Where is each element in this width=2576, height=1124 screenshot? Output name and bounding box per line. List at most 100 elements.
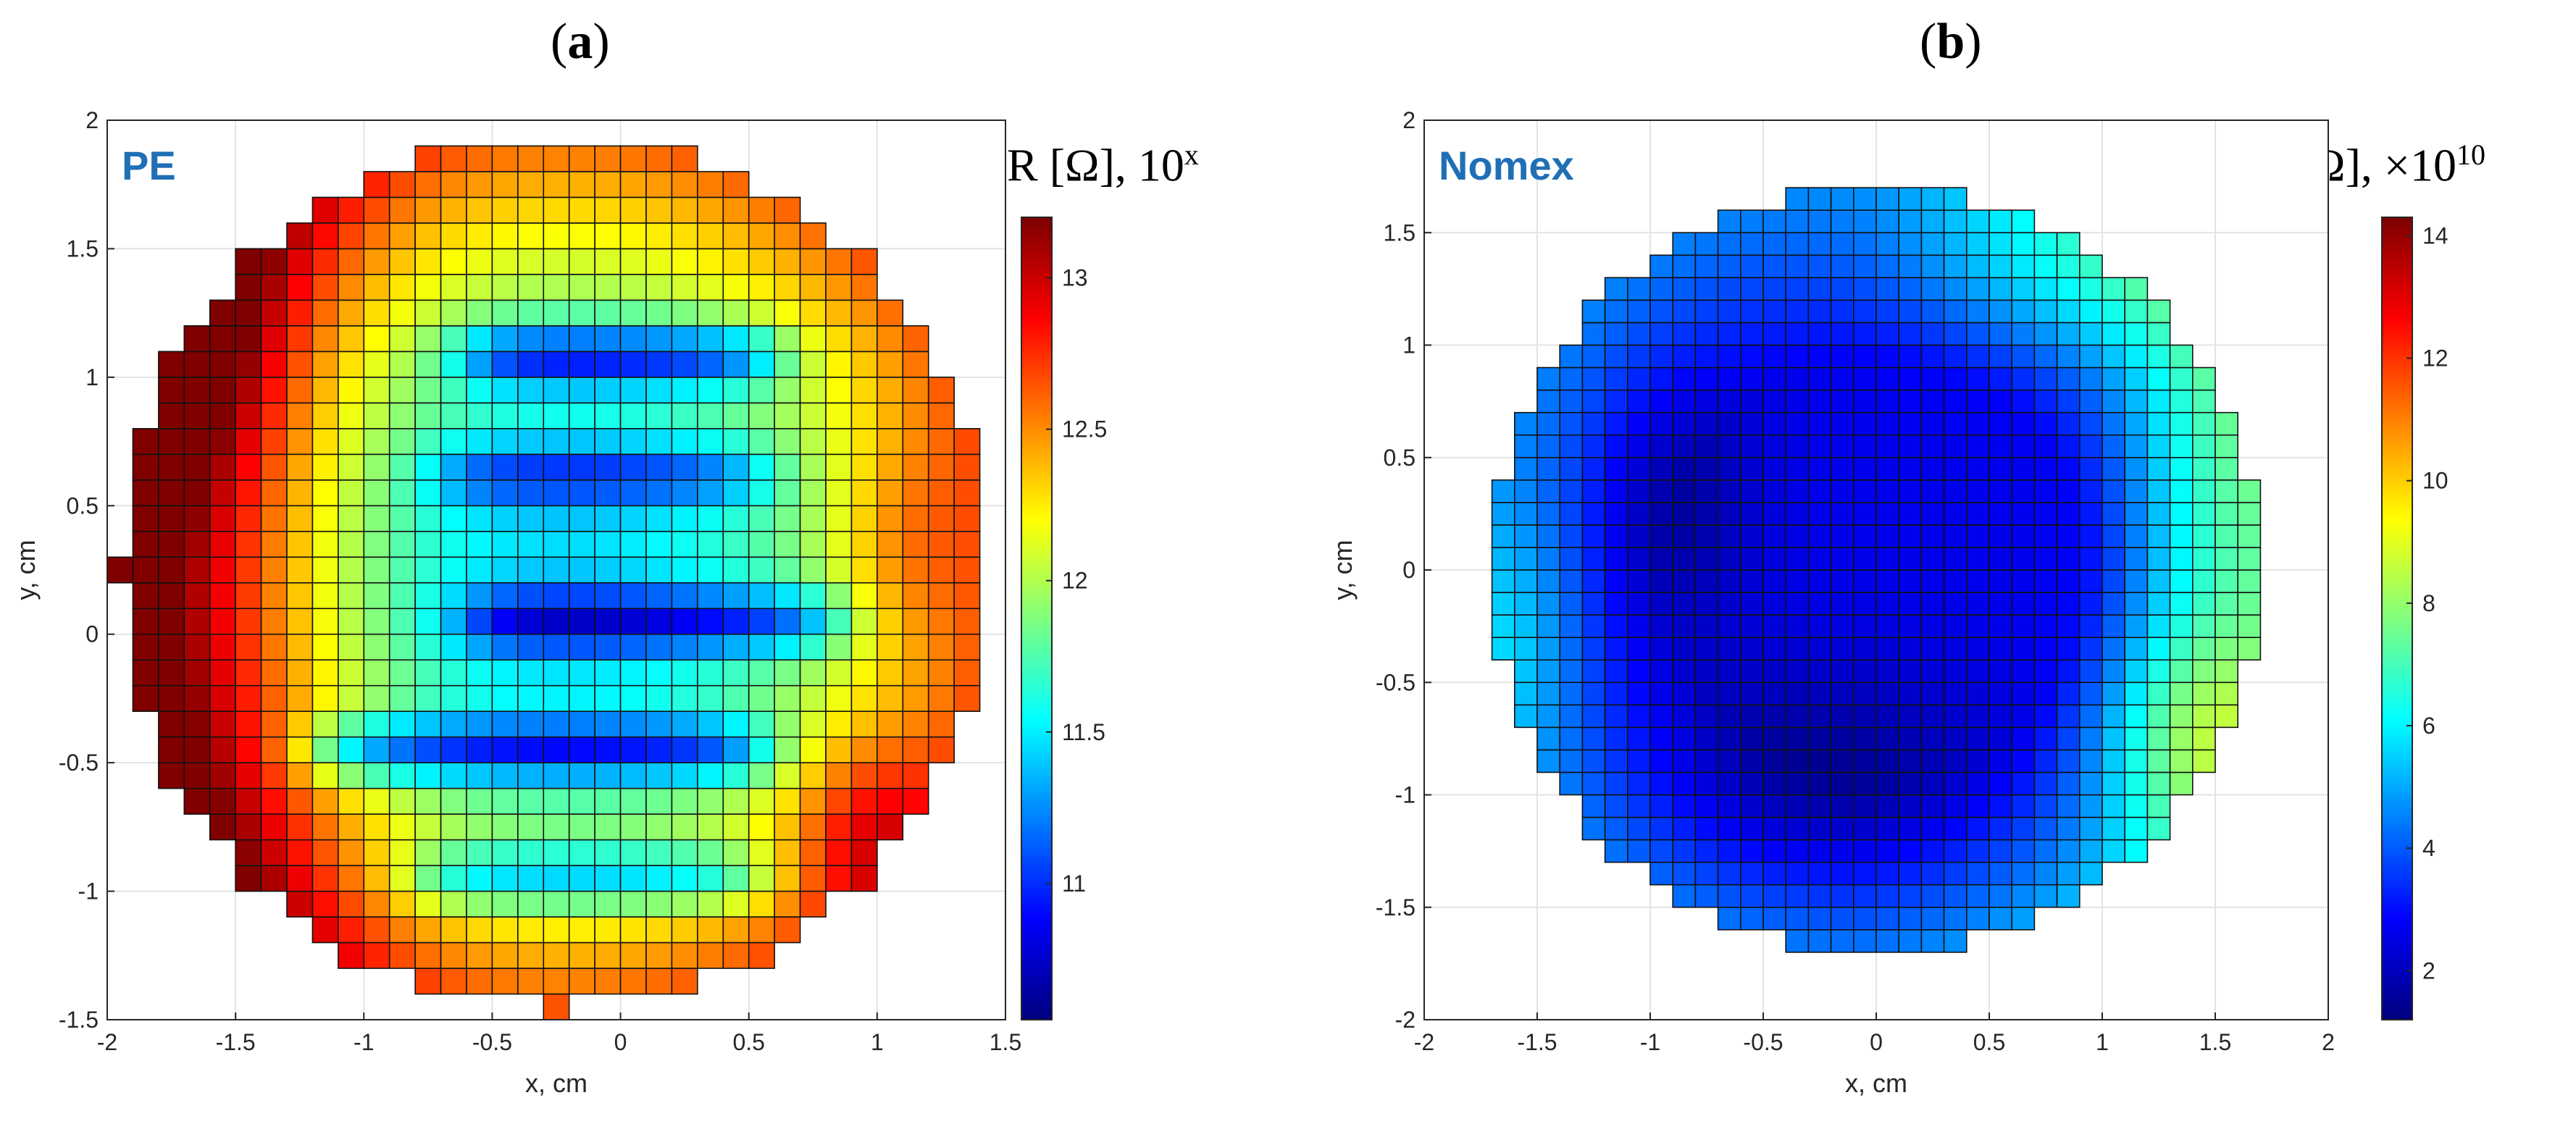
heatmap-cell (1604, 299, 1628, 324)
heatmap-cell (1943, 344, 1967, 369)
heatmap-cell (825, 428, 853, 456)
colorbar-segment (2382, 706, 2412, 712)
heatmap-cell (1694, 366, 1719, 391)
heatmap-cell (363, 505, 390, 532)
heatmap-cell (1875, 254, 1900, 279)
heatmap-cell (338, 890, 365, 918)
heatmap-cell (1762, 344, 1787, 369)
heatmap-cell (260, 377, 288, 404)
heatmap-cell (1694, 322, 1719, 346)
colorbar-segment (2382, 498, 2412, 503)
heatmap-cell (671, 479, 698, 507)
colorbar-segment (2382, 534, 2412, 539)
heatmap-cell (1649, 366, 1674, 391)
heatmap-cell (1807, 614, 1832, 638)
heatmap-cell (1966, 637, 1990, 661)
colorbar-segment (2382, 787, 2412, 792)
colorbar-segment (1021, 706, 1052, 712)
heatmap-cell (543, 299, 570, 327)
heatmap-cell (414, 428, 442, 456)
heatmap-cell (1717, 299, 1741, 324)
heatmap-cell (2124, 547, 2149, 571)
heatmap-cell (311, 762, 339, 789)
heatmap-cell (825, 659, 853, 687)
heatmap-cell (2102, 524, 2126, 548)
heatmap-cell (1898, 704, 1923, 729)
heatmap-cell (1581, 322, 1606, 346)
heatmap-cell (1920, 659, 1945, 684)
heatmap-cell (748, 505, 775, 532)
colorbar-segment (2382, 385, 2412, 391)
heatmap-cell (1943, 861, 1967, 886)
heatmap-cell (1536, 614, 1561, 638)
heatmap-cell (825, 633, 853, 661)
heatmap-cell (235, 633, 262, 661)
heatmap-cell (1830, 614, 1854, 638)
heatmap-cell (517, 941, 545, 969)
heatmap-cell (466, 916, 493, 944)
heatmap-cell (311, 916, 339, 944)
colorbar-segment (1021, 823, 1052, 828)
panel-label-a: (a) (551, 14, 610, 70)
colorbar-segment (2382, 345, 2412, 351)
heatmap-cell (697, 941, 724, 969)
heatmap-cell (1672, 861, 1697, 886)
heatmap-cell (2033, 839, 2058, 863)
heatmap-cell (466, 479, 493, 507)
heatmap-cell (2011, 569, 2036, 593)
heatmap-cell (1989, 344, 2013, 369)
heatmap-cell (2169, 681, 2194, 706)
x-tick-label: 1 (871, 1029, 884, 1055)
heatmap-cell (927, 659, 955, 687)
heatmap-cell (132, 505, 159, 532)
heatmap-cell (491, 530, 519, 558)
heatmap-cell (953, 633, 981, 661)
colorbar-segment (2382, 995, 2412, 1001)
heatmap-cell (1740, 299, 1764, 324)
heatmap-cell (568, 428, 595, 456)
heatmap-cell (466, 530, 493, 558)
heatmap-cell (1604, 502, 1628, 526)
heatmap-cell (286, 505, 314, 532)
heatmap-cell (286, 762, 314, 789)
heatmap-cell (2011, 839, 2036, 863)
heatmap-cell (311, 299, 339, 327)
colorbar-segment (1021, 679, 1052, 684)
heatmap-cell (1989, 884, 2013, 908)
heatmap-cell (388, 865, 416, 892)
heatmap-cell (594, 633, 622, 661)
colorbar-segment (1021, 835, 1052, 840)
heatmap-cell (594, 916, 622, 944)
heatmap-cell (645, 453, 673, 481)
colorbar-segment (1021, 374, 1052, 379)
heatmap-cell (2056, 547, 2081, 571)
x-tick-label: -2 (97, 1029, 117, 1055)
heatmap-cell (1943, 209, 1967, 234)
heatmap-cell (697, 762, 724, 789)
heatmap-cell (2011, 884, 2036, 908)
heatmap-cell (1559, 502, 1584, 526)
heatmap-cell (1989, 411, 2013, 436)
heatmap-cell (1649, 456, 1674, 481)
colorbar-segment (1021, 261, 1052, 267)
heatmap-cell (106, 556, 134, 584)
heatmap-cell (877, 530, 904, 558)
colorbar-segment (1021, 598, 1052, 603)
heatmap-cell (1785, 637, 1810, 661)
heatmap-cell (235, 787, 262, 815)
heatmap-cell (2033, 884, 2058, 908)
colorbar-segment (1021, 558, 1052, 563)
heatmap-cell (594, 736, 622, 763)
heatmap-cell (1898, 209, 1923, 234)
colorbar-segment (2382, 554, 2412, 559)
heatmap-cell (1785, 771, 1810, 796)
heatmap-cell (722, 736, 750, 763)
colorbar-segment (2382, 654, 2412, 660)
heatmap-cell (722, 839, 750, 866)
heatmap-cell (645, 402, 673, 429)
colorbar-frame (1021, 217, 1053, 1020)
heatmap-cell (1581, 366, 1606, 391)
colorbar-segment (2382, 827, 2412, 832)
heatmap-cell (466, 248, 493, 275)
heatmap-cell (286, 710, 314, 738)
